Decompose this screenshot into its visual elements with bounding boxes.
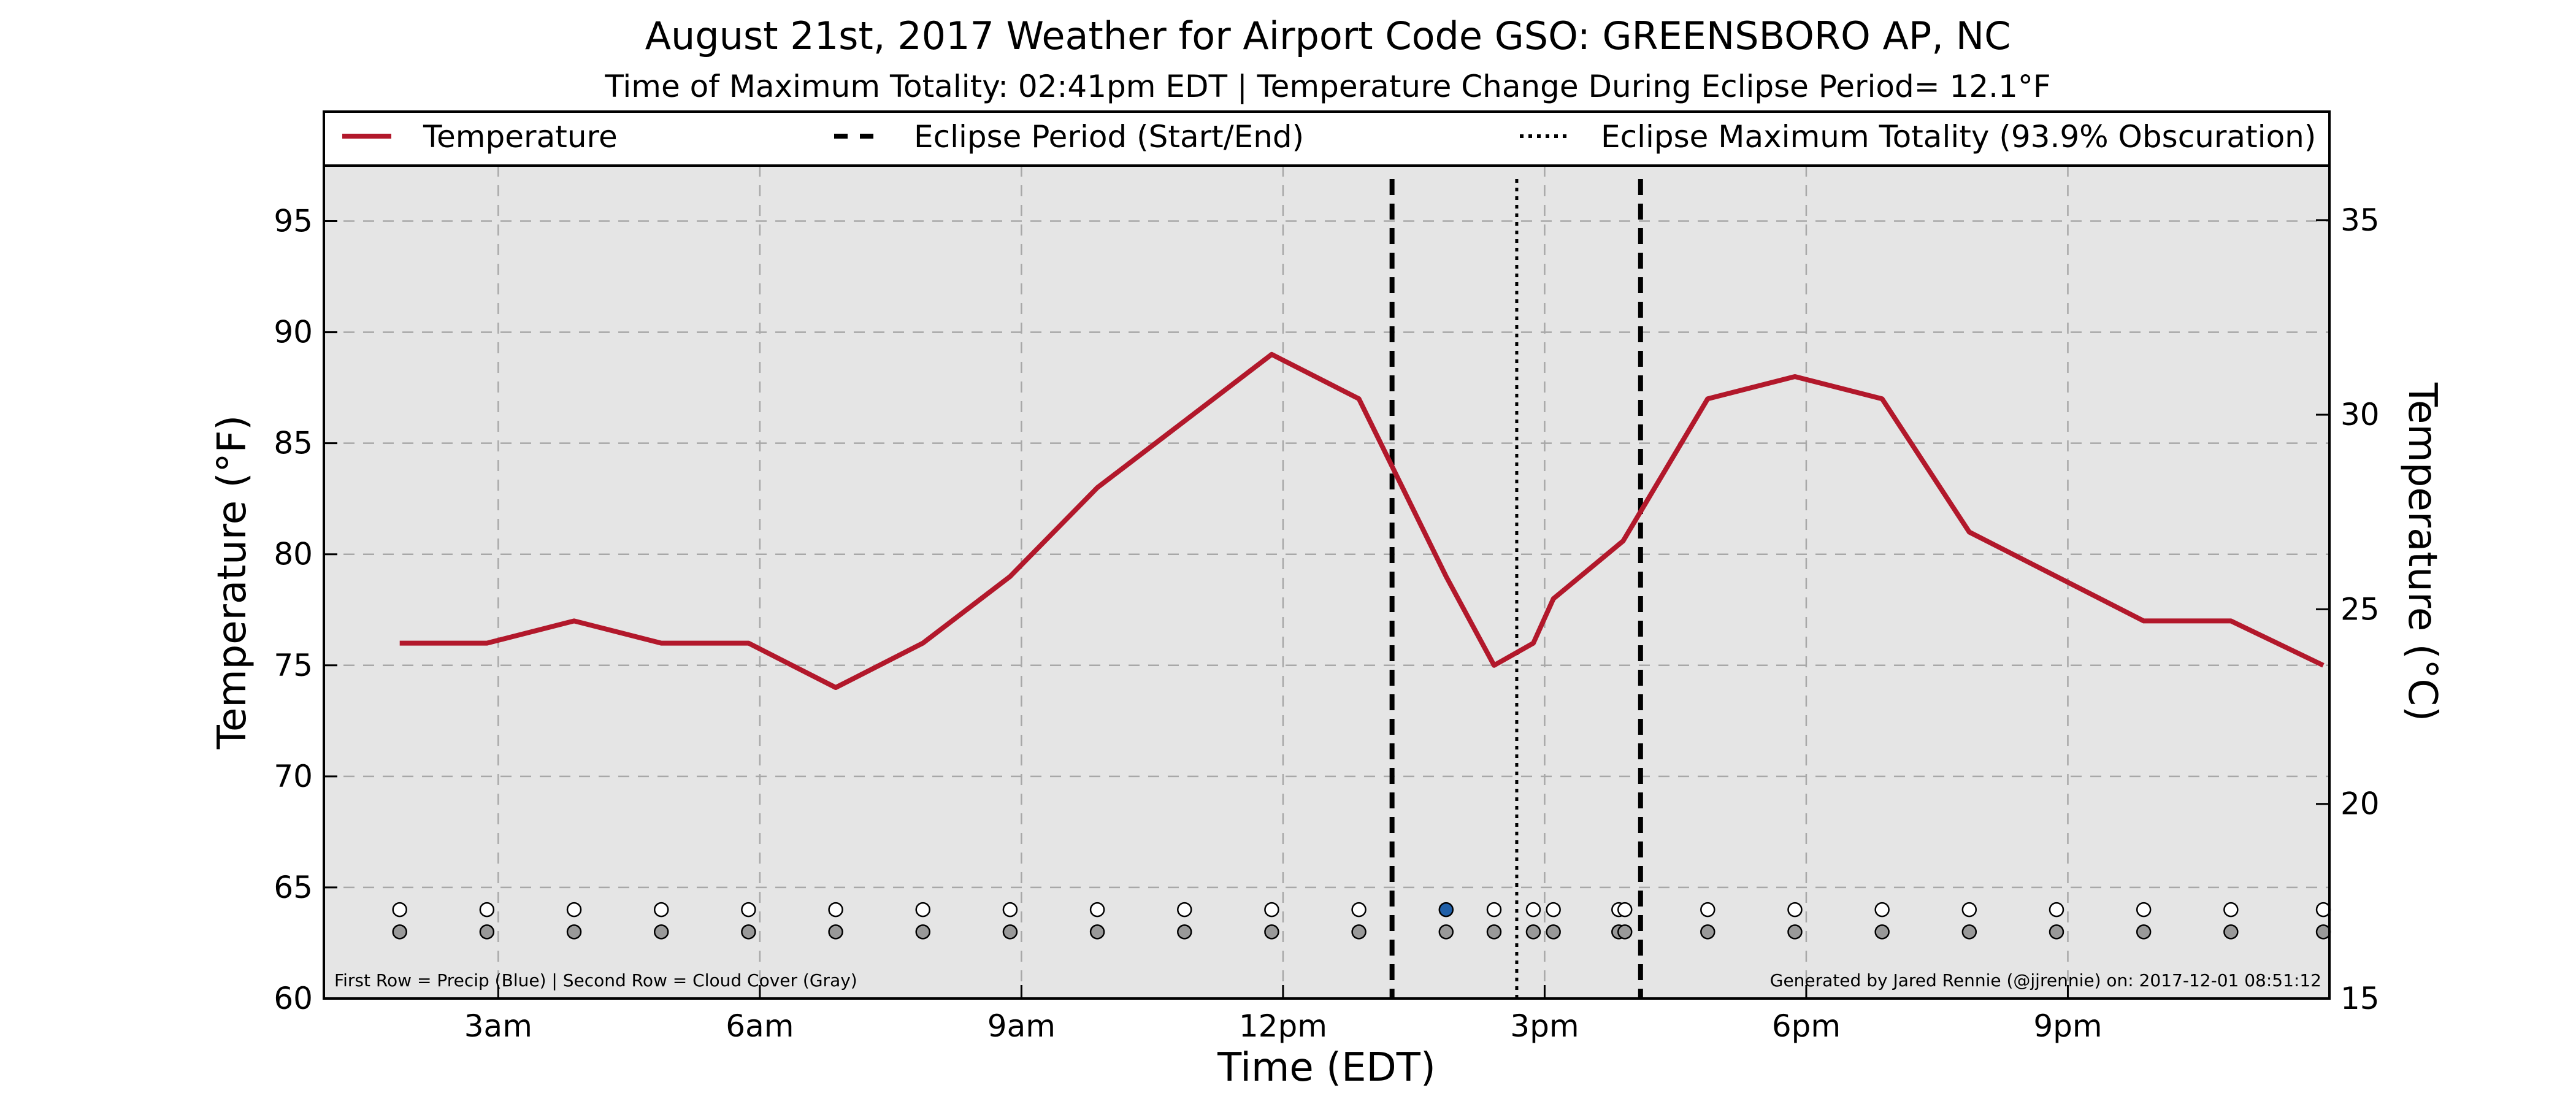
cloud-cover-marker bbox=[1264, 924, 1279, 940]
precip-marker bbox=[2049, 902, 2064, 918]
x-tick-label: 6am bbox=[726, 1008, 794, 1044]
cloud-cover-marker bbox=[2223, 924, 2239, 940]
cloud-cover-marker bbox=[1438, 924, 1454, 940]
precip-marker bbox=[741, 902, 756, 918]
cloud-cover-marker bbox=[1351, 924, 1367, 940]
precip-marker bbox=[1264, 902, 1279, 918]
legend: Temperature Eclipse Period (Start/End) E… bbox=[323, 110, 2331, 167]
footnote-credit: Generated by Jared Rennie (@jjrennie) on… bbox=[1770, 970, 2321, 991]
cloud-cover-marker bbox=[1961, 924, 1977, 940]
x-tick-label: 3pm bbox=[1510, 1008, 1579, 1044]
y-tick-label: 80 bbox=[274, 537, 313, 572]
x-tick-label: 3am bbox=[464, 1008, 532, 1044]
cloud-cover-marker bbox=[566, 924, 582, 940]
y2-tick-label: 25 bbox=[2340, 591, 2380, 627]
precip-marker bbox=[1787, 902, 1803, 918]
y-tick-label: 95 bbox=[274, 204, 313, 239]
cloud-cover-marker bbox=[1089, 924, 1105, 940]
cloud-cover-marker bbox=[1525, 924, 1541, 940]
cloud-cover-marker bbox=[1700, 924, 1715, 940]
cloud-cover-marker bbox=[2136, 924, 2152, 940]
precip-marker bbox=[1961, 902, 1977, 918]
chart-title: August 21st, 2017 Weather for Airport Co… bbox=[645, 13, 2011, 58]
y2-tick-label: 20 bbox=[2340, 786, 2380, 822]
plot-frame bbox=[323, 164, 2331, 1000]
y-tick-label: 70 bbox=[274, 759, 313, 794]
precip-marker bbox=[1486, 902, 1502, 918]
precip-marker bbox=[1874, 902, 1890, 918]
legend-temperature-label: Temperature bbox=[423, 119, 618, 155]
precip-marker bbox=[1177, 902, 1192, 918]
y2-tick-label: 30 bbox=[2340, 397, 2380, 432]
cloud-cover-marker bbox=[1546, 924, 1561, 940]
x-tick-label: 6pm bbox=[1772, 1008, 1841, 1044]
x-tick-label: 12pm bbox=[1239, 1008, 1327, 1044]
x-tick-label: 9pm bbox=[2033, 1008, 2102, 1044]
precip-marker bbox=[2315, 902, 2331, 918]
cloud-cover-marker bbox=[479, 924, 495, 940]
precip-marker bbox=[2223, 902, 2239, 918]
cloud-cover-marker bbox=[828, 924, 843, 940]
x-axis-label: Time (EDT) bbox=[1217, 1045, 1436, 1091]
plot-area bbox=[324, 166, 2329, 999]
legend-eclipse-period-label: Eclipse Period (Start/End) bbox=[914, 119, 1304, 155]
precip-marker bbox=[1002, 902, 1018, 918]
precip-marker bbox=[2136, 902, 2152, 918]
cloud-cover-marker bbox=[1177, 924, 1192, 940]
cloud-cover-marker bbox=[2315, 924, 2331, 940]
precip-marker bbox=[1089, 902, 1105, 918]
cloud-cover-marker bbox=[1617, 924, 1633, 940]
precip-marker bbox=[1351, 902, 1367, 918]
precip-marker bbox=[1525, 902, 1541, 918]
cloud-cover-marker bbox=[1486, 924, 1502, 940]
y-tick-label: 60 bbox=[274, 981, 313, 1016]
y-axis-label: Temperature (°F) bbox=[210, 415, 255, 750]
cloud-cover-marker bbox=[1002, 924, 1018, 940]
y-tick-label: 75 bbox=[274, 648, 313, 683]
precip-marker bbox=[1546, 902, 1561, 918]
y-tick-label: 85 bbox=[274, 426, 313, 461]
precip-marker bbox=[479, 902, 495, 918]
y2-tick-label: 35 bbox=[2340, 202, 2380, 238]
cloud-cover-marker bbox=[1874, 924, 1890, 940]
y-tick-label: 90 bbox=[274, 315, 313, 350]
precip-marker bbox=[1438, 902, 1454, 918]
precip-marker bbox=[1700, 902, 1715, 918]
precip-marker bbox=[1617, 902, 1633, 918]
precip-marker bbox=[566, 902, 582, 918]
legend-max-totality-label: Eclipse Maximum Totality (93.9% Obscurat… bbox=[1601, 119, 2316, 155]
x-tick-label: 9am bbox=[987, 1008, 1056, 1044]
cloud-cover-marker bbox=[1787, 924, 1803, 940]
legend-frame bbox=[323, 110, 2331, 167]
temperature-line bbox=[399, 351, 2325, 690]
cloud-cover-marker bbox=[392, 924, 407, 940]
chart-subtitle: Time of Maximum Totality: 02:41pm EDT | … bbox=[604, 69, 2050, 104]
cloud-cover-marker bbox=[915, 924, 930, 940]
precip-marker bbox=[828, 902, 843, 918]
precip-marker bbox=[653, 902, 669, 918]
cloud-cover-marker bbox=[741, 924, 756, 940]
precip-marker bbox=[392, 902, 407, 918]
footnote-legend: First Row = Precip (Blue) | Second Row =… bbox=[334, 970, 857, 991]
cloud-cover-marker bbox=[653, 924, 669, 940]
y2-axis-label: Temperature (°C) bbox=[2399, 382, 2445, 721]
precip-marker bbox=[915, 902, 930, 918]
y-tick-label: 65 bbox=[274, 870, 313, 905]
y2-tick-label: 15 bbox=[2340, 981, 2380, 1016]
cloud-cover-marker bbox=[2049, 924, 2064, 940]
